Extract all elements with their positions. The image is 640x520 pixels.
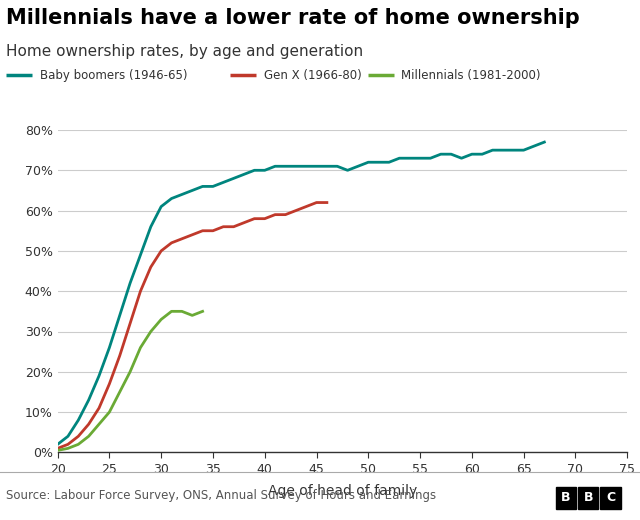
Text: B: B: [584, 491, 593, 504]
Text: Home ownership rates, by age and generation: Home ownership rates, by age and generat…: [6, 44, 364, 59]
X-axis label: Age of head of family: Age of head of family: [268, 484, 417, 498]
Text: C: C: [606, 491, 615, 504]
Text: Source: Labour Force Survey, ONS, Annual Survey of Hours and Earnings: Source: Labour Force Survey, ONS, Annual…: [6, 489, 436, 501]
Text: Millennials have a lower rate of home ownership: Millennials have a lower rate of home ow…: [6, 8, 580, 28]
Text: Millennials (1981-2000): Millennials (1981-2000): [401, 69, 541, 82]
Text: Gen X (1966-80): Gen X (1966-80): [264, 69, 362, 82]
Text: B: B: [561, 491, 570, 504]
Text: Baby boomers (1946-65): Baby boomers (1946-65): [40, 69, 187, 82]
